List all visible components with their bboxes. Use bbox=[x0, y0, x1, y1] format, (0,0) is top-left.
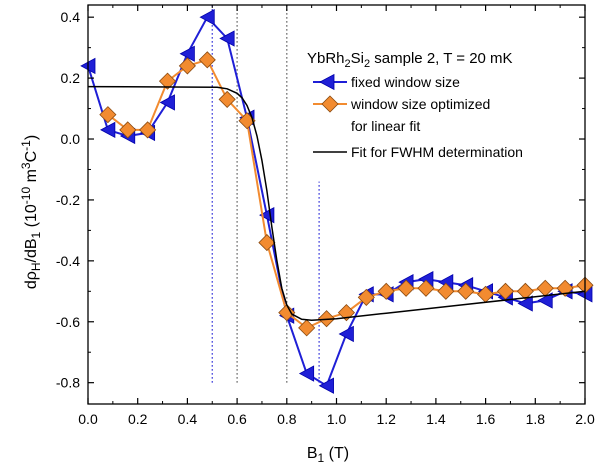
series-layer bbox=[80, 9, 594, 394]
x-axis-label: B1 (T) bbox=[307, 445, 349, 465]
series-2 bbox=[87, 85, 586, 321]
data-point-diamond bbox=[258, 234, 276, 252]
x-tick-label: 1.2 bbox=[376, 411, 396, 427]
data-point-diamond bbox=[437, 282, 455, 300]
data-point-diamond bbox=[516, 282, 534, 300]
legend-marker-triangle bbox=[319, 73, 335, 91]
legend: fixed window size window size optimized … bbox=[313, 73, 523, 160]
data-point-diamond bbox=[198, 51, 216, 69]
x-tick-label: 0.4 bbox=[178, 411, 198, 427]
y-tick-label: -0.8 bbox=[56, 375, 80, 391]
data-point-diamond bbox=[357, 288, 375, 306]
series-line-2 bbox=[87, 85, 586, 321]
chart-annotation: YbRh2Si2 sample 2, T = 20 mK bbox=[307, 50, 513, 70]
y-tick-label: -0.4 bbox=[56, 253, 80, 269]
data-point-diamond bbox=[99, 106, 117, 124]
ticks: 0.0 0.2 0.4 0.6 0.8 1.0 1.2 1.4 1.6 1.8 2.0 0.4 0.2 0… bbox=[56, 5, 595, 427]
data-point-triangle bbox=[100, 121, 116, 139]
data-point-diamond bbox=[496, 282, 515, 300]
y-tick-label: -0.6 bbox=[56, 314, 80, 330]
series-line-0 bbox=[87, 15, 586, 388]
data-point-triangle bbox=[338, 325, 354, 343]
data-point-diamond bbox=[218, 90, 236, 108]
data-point-triangle bbox=[199, 9, 215, 26]
x-tick-label: 0.0 bbox=[78, 411, 98, 427]
series-line-1 bbox=[107, 58, 586, 330]
y-axis-label: dρH/dB1 (10-10 m3C-1) bbox=[19, 135, 43, 289]
legend-item-optimized-window: window size optimized for linear fit bbox=[313, 95, 490, 134]
x-tick-label: 2.0 bbox=[575, 411, 595, 427]
data-point-diamond bbox=[556, 279, 574, 297]
data-point-diamond bbox=[178, 57, 196, 75]
legend-label-fit: Fit for FWHM determination bbox=[351, 144, 523, 160]
data-point-triangle bbox=[298, 365, 315, 382]
x-tick-label: 0.6 bbox=[227, 411, 247, 427]
data-point-diamond bbox=[417, 279, 435, 297]
legend-label-optimized-window-line2: for linear fit bbox=[351, 118, 420, 134]
x-tick-label: 1.6 bbox=[476, 411, 496, 427]
data-point-diamond bbox=[457, 282, 475, 300]
data-point-diamond bbox=[397, 279, 415, 297]
y-tick-label: -0.2 bbox=[56, 192, 80, 208]
legend-label-optimized-window: window size optimized bbox=[350, 96, 490, 112]
data-point-triangle bbox=[219, 30, 235, 47]
legend-label-fixed-window: fixed window size bbox=[351, 74, 460, 90]
vertical-markers bbox=[211, 5, 320, 383]
legend-item-fit: Fit for FWHM determination bbox=[313, 144, 523, 160]
data-point-diamond bbox=[158, 72, 177, 90]
data-point-diamond bbox=[139, 121, 157, 139]
data-point-diamond bbox=[119, 121, 137, 139]
series-1 bbox=[99, 51, 594, 337]
x-tick-label: 1.8 bbox=[526, 411, 546, 427]
y-tick-label: 0.2 bbox=[61, 70, 81, 86]
data-point-triangle bbox=[318, 377, 334, 394]
legend-item-fixed-window: fixed window size bbox=[313, 73, 460, 91]
data-point-diamond bbox=[298, 319, 316, 337]
data-point-triangle bbox=[159, 94, 175, 111]
series-0 bbox=[80, 9, 593, 394]
legend-marker-diamond bbox=[321, 95, 339, 113]
data-point-diamond bbox=[377, 282, 395, 300]
y-tick-label: 0.4 bbox=[61, 9, 81, 25]
x-tick-label: 1.0 bbox=[327, 411, 347, 427]
x-tick-label: 0.8 bbox=[277, 411, 297, 427]
y-tick-label: 0.0 bbox=[61, 131, 81, 147]
x-tick-label: 1.4 bbox=[426, 411, 446, 427]
x-tick-label: 0.2 bbox=[128, 411, 148, 427]
data-point-diamond bbox=[278, 304, 296, 322]
